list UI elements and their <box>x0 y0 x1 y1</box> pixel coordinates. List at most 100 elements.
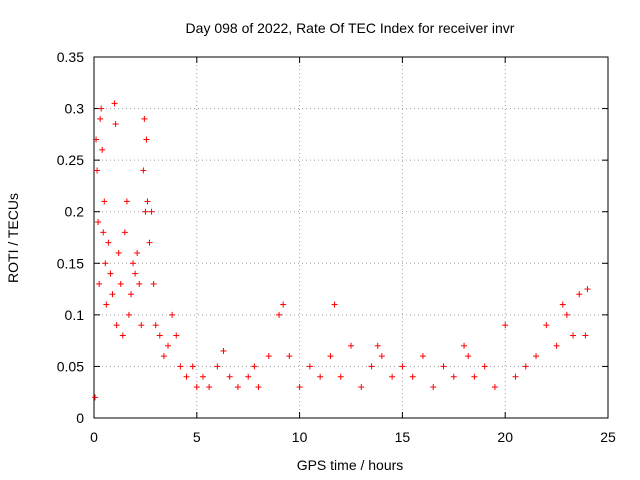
data-point <box>331 301 338 308</box>
data-point <box>93 136 100 143</box>
data-point <box>177 363 184 370</box>
data-point <box>142 208 149 215</box>
grid-lines <box>94 57 608 418</box>
data-point <box>138 322 145 329</box>
data-point <box>582 332 589 339</box>
data-point <box>337 373 344 380</box>
data-point <box>130 260 137 267</box>
data-point <box>97 115 104 122</box>
x-tick-label: 15 <box>395 429 411 445</box>
data-point <box>144 198 151 205</box>
data-point <box>128 291 135 298</box>
data-point <box>140 167 147 174</box>
data-point <box>280 301 287 308</box>
data-point <box>348 342 354 349</box>
x-tick-label: 5 <box>193 429 201 445</box>
data-point <box>440 363 447 370</box>
x-axis: 0 5 10 15 20 25 <box>90 57 616 445</box>
data-point <box>173 332 180 339</box>
data-point <box>570 332 577 339</box>
data-point <box>584 286 591 293</box>
data-point <box>374 342 381 349</box>
y-tick-label: 0.35 <box>57 49 84 65</box>
plot-frame <box>93 56 609 419</box>
y-axis-label: ROTI / TECUs <box>5 193 21 283</box>
y-tick-label: 0.1 <box>65 307 85 323</box>
data-point <box>115 249 122 256</box>
data-point <box>461 342 468 349</box>
data-point <box>430 384 437 391</box>
y-axis: 0 0.05 0.1 0.15 0.2 0.25 0.3 0.35 <box>57 49 608 426</box>
data-point <box>107 270 114 277</box>
y-tick-label: 0.3 <box>65 101 85 117</box>
data-point <box>471 373 478 380</box>
data-point <box>276 311 283 318</box>
data-point <box>112 121 119 128</box>
x-axis-label: GPS time / hours <box>297 457 404 473</box>
y-tick-label: 0.15 <box>57 255 84 271</box>
data-point <box>512 373 519 380</box>
data-point <box>92 394 99 401</box>
data-point <box>481 363 488 370</box>
data-point <box>98 105 105 112</box>
data-point <box>136 280 143 287</box>
data-point <box>543 322 550 329</box>
data-point <box>389 373 396 380</box>
x-tick-label: 25 <box>600 429 616 445</box>
data-point <box>234 384 241 391</box>
data-point <box>220 347 227 354</box>
data-point <box>419 353 426 360</box>
data-point <box>132 270 139 277</box>
data-point <box>148 208 155 215</box>
data-point <box>152 322 159 329</box>
data-point <box>146 239 153 246</box>
data-point <box>576 291 583 298</box>
data-point <box>409 373 416 380</box>
data-point <box>368 363 375 370</box>
data-point <box>214 363 221 370</box>
data-point <box>265 353 272 360</box>
data-point <box>255 384 262 391</box>
data-point <box>199 373 206 380</box>
data-point <box>105 239 112 246</box>
data-point <box>559 301 566 308</box>
data-point <box>491 384 498 391</box>
y-tick-label: 0.05 <box>57 358 84 374</box>
data-point <box>286 353 293 360</box>
data-point <box>563 311 570 318</box>
data-point <box>522 363 529 370</box>
data-point <box>450 373 457 380</box>
data-point <box>95 219 102 226</box>
data-point <box>123 198 130 205</box>
data-point <box>96 280 103 287</box>
x-tick-label: 20 <box>497 429 513 445</box>
data-point <box>117 280 124 287</box>
data-point <box>502 322 509 329</box>
data-point <box>102 260 109 267</box>
data-point <box>125 311 132 318</box>
chart-title: Day 098 of 2022, Rate Of TEC Index for r… <box>186 20 515 36</box>
data-point <box>251 363 258 370</box>
data-point <box>100 229 107 236</box>
data-point <box>101 198 108 205</box>
data-point <box>103 301 110 308</box>
data-point <box>119 332 126 339</box>
y-tick-label: 0.25 <box>57 152 84 168</box>
data-point <box>150 280 157 287</box>
data-point <box>121 229 128 236</box>
data-point <box>165 342 172 349</box>
data-point <box>169 311 176 318</box>
data-point <box>327 353 334 360</box>
data-point <box>94 167 101 174</box>
data-point <box>317 373 324 380</box>
data-point <box>533 353 540 360</box>
data-point <box>160 353 167 360</box>
data-point <box>553 342 560 349</box>
x-tick-label: 10 <box>292 429 308 445</box>
data-point <box>113 322 120 329</box>
y-tick-label: 0 <box>76 410 84 426</box>
x-tick-label: 0 <box>90 429 98 445</box>
data-point <box>226 373 233 380</box>
data-point <box>99 146 106 153</box>
